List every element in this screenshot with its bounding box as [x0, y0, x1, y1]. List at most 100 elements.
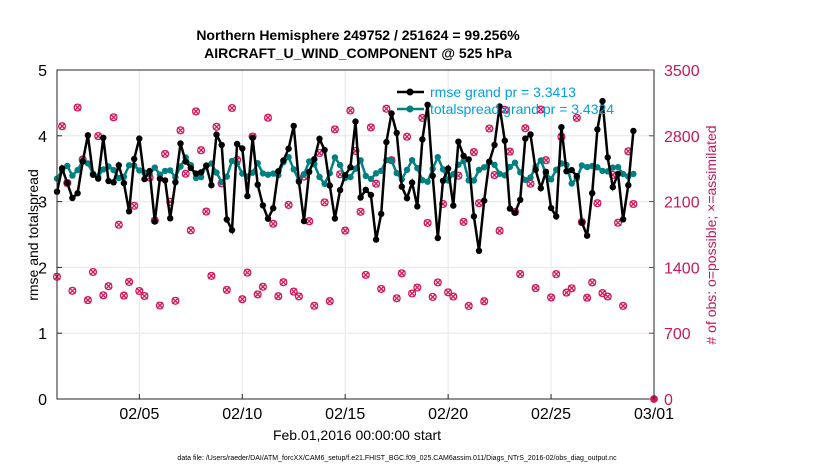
rmse-point [419, 136, 426, 143]
rmse-point [439, 177, 447, 184]
rmse-point [403, 195, 411, 202]
obs-possible-marker [171, 296, 180, 305]
spread-point [110, 166, 117, 174]
x-tick-label: 02/25 [531, 406, 571, 423]
spread-point [100, 166, 107, 173]
obs-possible-marker [547, 293, 556, 302]
obs-assimilated-marker [485, 125, 493, 133]
obs-assimilated-marker [331, 125, 339, 133]
rmse-point [95, 175, 102, 182]
rmse-point [259, 202, 267, 209]
spread-point [372, 170, 380, 177]
rmse-point [125, 208, 133, 215]
right-tick-label: 2800 [664, 129, 700, 146]
x-axis-label: Feb.01,2016 00:00:00 start [273, 427, 441, 443]
grid-lines [57, 69, 655, 400]
obs-possible-marker [155, 301, 164, 310]
rmse-point [218, 141, 225, 149]
y-axis-label-left: rmse and totalspread [25, 169, 41, 301]
spread-point [481, 164, 488, 171]
obs-assimilated-marker [110, 113, 118, 121]
spread-point [362, 172, 369, 180]
spread-point [300, 171, 308, 178]
spread-point [192, 174, 200, 182]
obs-possible-marker [583, 293, 592, 302]
obs-assimilated-marker [542, 156, 550, 164]
obs-assimilated-marker [197, 146, 205, 154]
spread-point [290, 166, 297, 173]
obs-assimilated-marker [130, 202, 138, 210]
rmse-point [367, 191, 375, 199]
x-axis: 02/05 02/10 02/15 02/20 02/25 03/01 [119, 394, 674, 423]
obs-possible-marker [197, 146, 206, 155]
rmse-point [352, 118, 359, 125]
obs-possible-marker [330, 125, 339, 134]
left-tick-label: 0 [38, 392, 47, 409]
obs-possible-marker [310, 301, 319, 310]
obs-possible-marker [176, 126, 185, 135]
spread-point [115, 174, 123, 182]
obs-possible-marker [464, 301, 473, 310]
rmse-point [398, 183, 405, 190]
rmse-point [547, 204, 555, 212]
obs-assimilated-marker [403, 133, 411, 141]
rmse-point [141, 175, 148, 183]
obs-possible-marker [392, 294, 401, 303]
spread-point [568, 180, 575, 187]
obs-assimilated-marker [382, 105, 390, 113]
obs-assimilated-marker [372, 180, 380, 188]
obs-possible-marker [289, 287, 298, 296]
obs-assimilated-marker [192, 107, 200, 115]
obs-assimilated-marker [207, 272, 215, 280]
obs-possible-marker [58, 122, 67, 131]
obs-assimilated-marker [573, 114, 581, 122]
obs-assimilated-marker [274, 292, 282, 300]
obs-possible-marker [207, 271, 216, 280]
x-tick-label: 02/10 [222, 406, 262, 423]
obs-possible-marker [104, 282, 113, 291]
obs-possible-marker [253, 290, 262, 299]
obs-possible-marker [382, 104, 391, 113]
rmse-point [244, 192, 251, 200]
rmse-point [223, 216, 230, 223]
obs-assimilated-marker [135, 287, 143, 295]
rmse-point [383, 138, 390, 146]
rmse-point [372, 236, 380, 243]
spread-point [264, 171, 272, 178]
obs-possible-marker [433, 278, 442, 287]
obs-assimilated-marker [424, 219, 432, 227]
rmse-point [542, 168, 550, 175]
obs-assimilated-marker [470, 148, 478, 156]
spread-point [161, 167, 169, 175]
right-tick-label: 1400 [664, 260, 700, 277]
obs-possible-marker [125, 277, 134, 286]
obs-assimilated-marker [465, 302, 473, 310]
rmse-point [429, 172, 436, 179]
spread-point [460, 157, 467, 165]
spread-point [547, 176, 555, 183]
obs-assimilated-marker [89, 268, 97, 276]
obs-assimilated-marker [161, 150, 169, 158]
rmse-point [321, 146, 328, 154]
legend-rmse-marker [406, 88, 414, 96]
obs-possible-marker [68, 286, 77, 295]
obs-possible-marker [613, 218, 623, 227]
rmse-point [100, 134, 107, 141]
rmse-point [450, 202, 457, 209]
obs-assimilated-marker [496, 227, 504, 235]
obs-possible-marker [567, 284, 576, 293]
rmse-point [522, 135, 529, 142]
rmse-point [465, 156, 472, 163]
obs-assimilated-marker [341, 227, 349, 235]
obs-possible-marker [402, 132, 412, 141]
spread-point [270, 170, 277, 177]
rmse-point [146, 167, 153, 175]
obs-possible-marker [603, 292, 612, 301]
obs-assimilated-marker [346, 107, 354, 114]
obs-possible-marker [135, 286, 144, 296]
rmse-point [89, 171, 97, 178]
spread-point [352, 165, 359, 172]
legend-spread-marker [406, 105, 414, 113]
spread-point [336, 161, 344, 169]
rmse-point [609, 183, 616, 191]
